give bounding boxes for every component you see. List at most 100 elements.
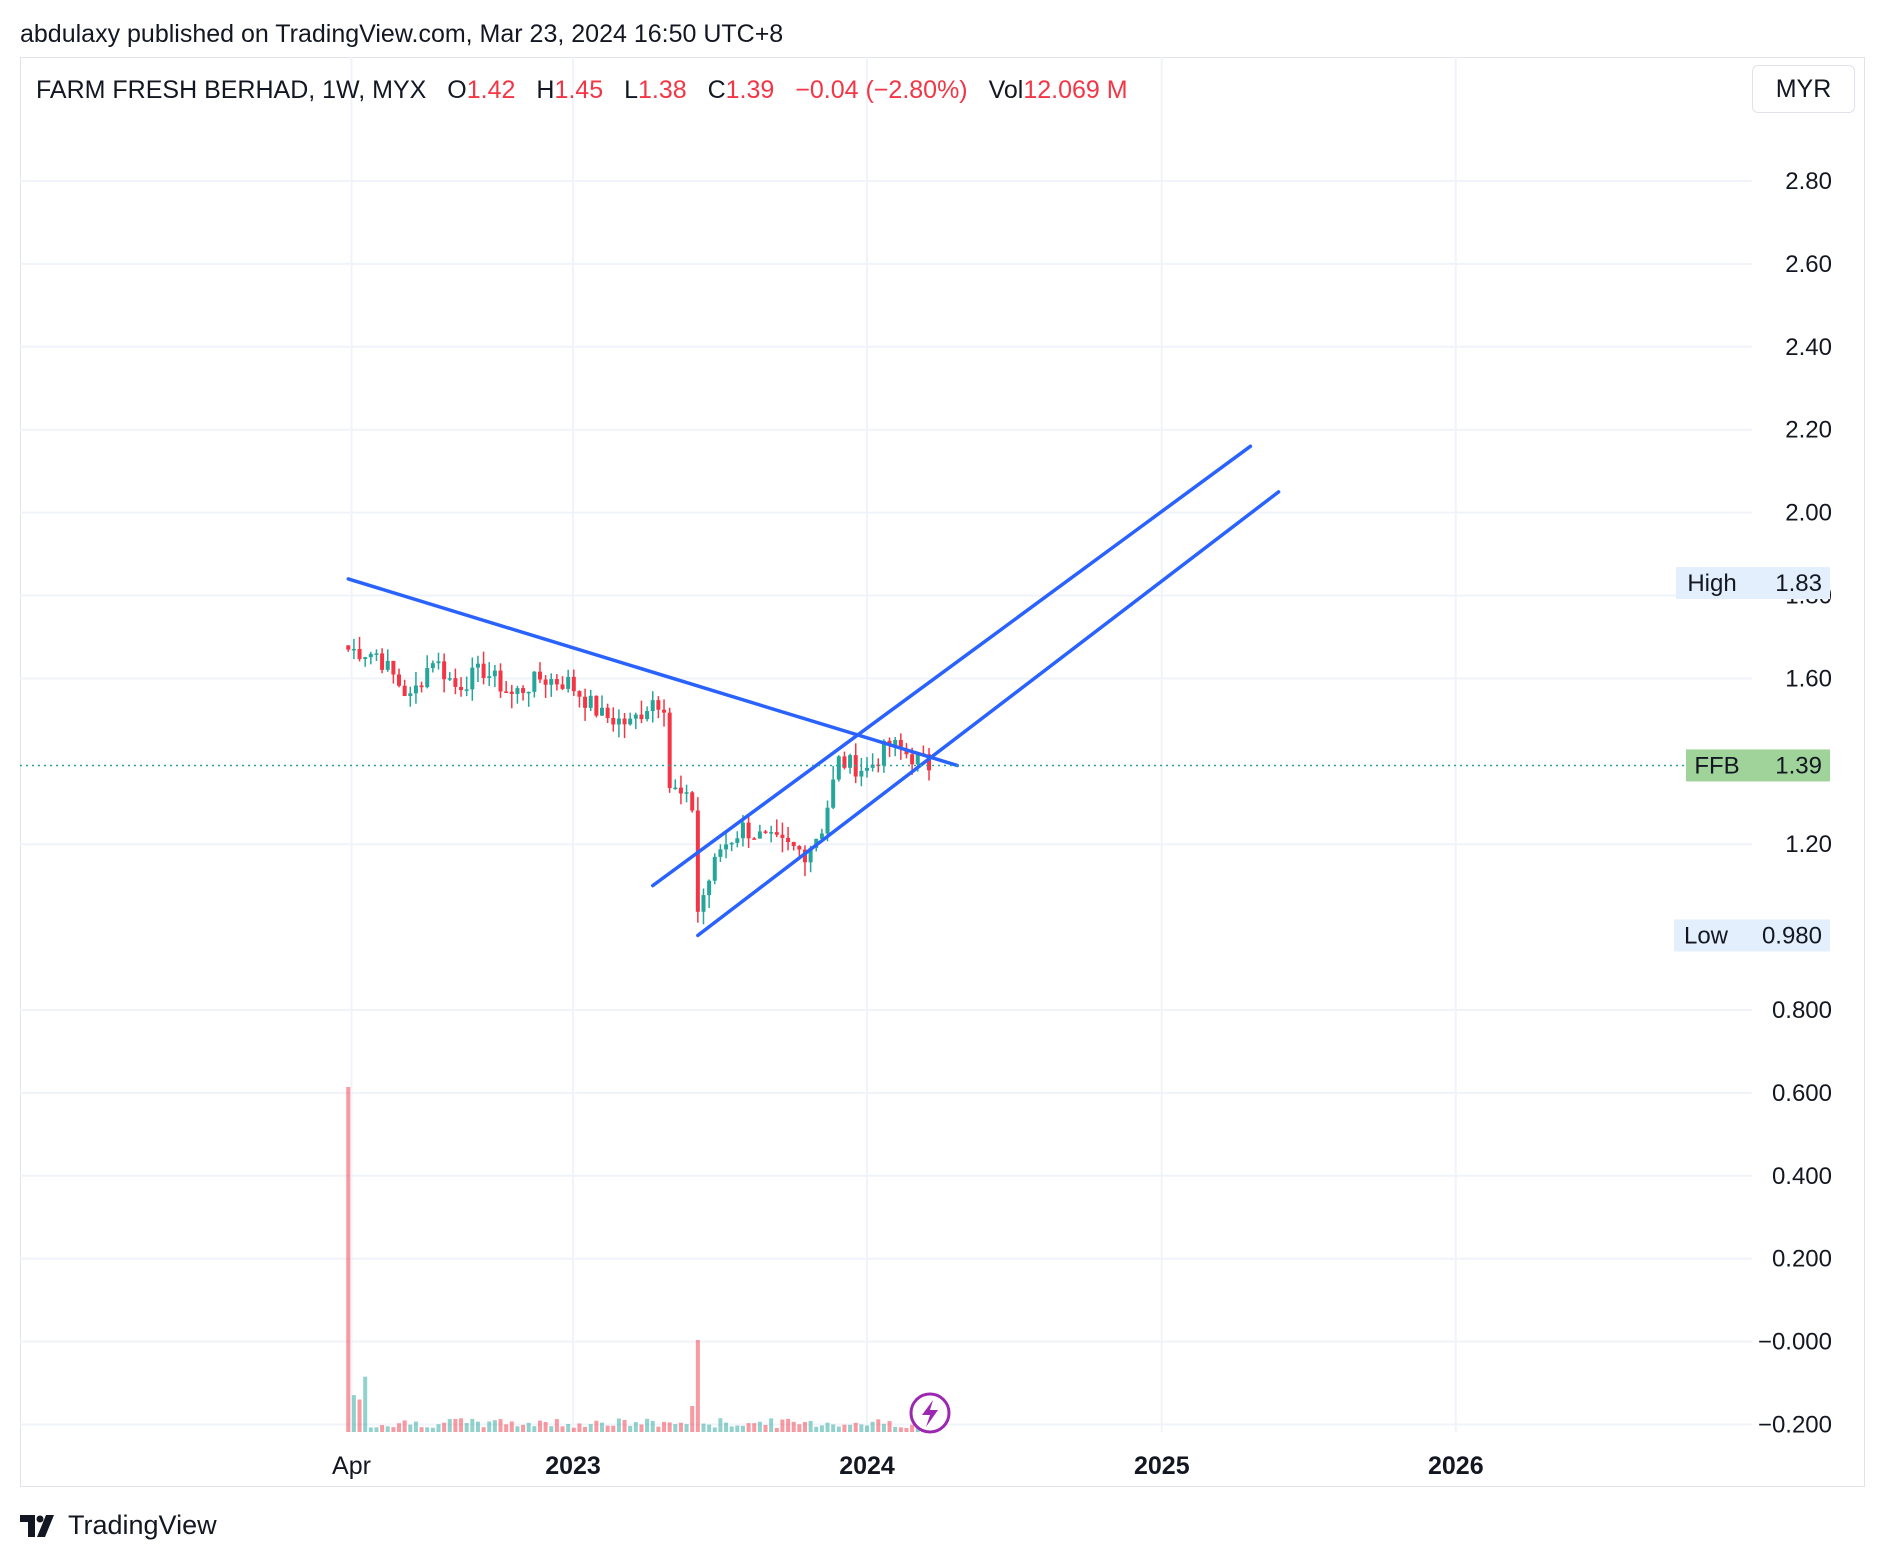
candle-body [599,707,604,716]
candle-body [927,754,932,771]
volume-bar [391,1427,396,1432]
candle-body [453,678,458,687]
volume-bar [521,1424,526,1432]
candle-body [769,832,774,834]
volume-bar [351,1395,356,1432]
price-tick-label: −0.000 [1758,1329,1832,1356]
candle-body [690,792,695,811]
volume-bar [667,1422,672,1432]
volume-bar [374,1427,379,1432]
currency-button[interactable]: MYR [1752,65,1855,113]
volume-bar [836,1426,841,1432]
candle-body [397,674,402,686]
candle-body [554,679,559,685]
volume-bar [904,1427,909,1432]
volume-bar [588,1424,593,1432]
price-tick-label: 0.400 [1772,1163,1832,1190]
candle-body [391,660,396,675]
volume-bar [786,1418,791,1432]
candle-body [481,663,486,678]
volume-bar [662,1421,667,1432]
time-tick-label: 2024 [839,1452,895,1480]
candle-body [645,711,650,720]
volume-bar [583,1426,588,1432]
price-tick-label: 1.60 [1785,665,1832,692]
candle-body [351,648,356,651]
volume-bar [526,1422,531,1432]
candle-body [549,679,554,685]
candle-body [363,657,368,660]
candle-body [712,856,717,881]
candle-body [780,834,785,838]
price-tick-label: 0.800 [1772,997,1832,1024]
candle-body [532,671,537,692]
price-tick-label: 2.60 [1785,251,1832,278]
volume-bar [509,1421,514,1432]
volume-bar [881,1423,886,1432]
candle-body [521,688,526,693]
candle-body [701,895,706,912]
volume-bar [464,1423,469,1432]
candle-body [684,792,689,794]
candle-body [678,787,683,794]
candle-body [656,700,661,710]
candle-body [639,714,644,720]
volume-bar [492,1420,497,1432]
volume-bar [571,1427,576,1432]
candle-body [611,717,616,725]
volume-bar [346,1087,351,1432]
volume-bar [611,1425,616,1432]
price-axis: 2.802.602.402.202.001.801.601.200.8000.6… [1758,168,1832,1439]
candle-body [695,810,700,912]
candle-body [430,663,435,669]
volume-bar [695,1340,700,1432]
volume-bar [650,1420,655,1432]
volume-bar [577,1423,582,1432]
last-price-badge: FFB 1.39 [1686,749,1830,782]
brand-name: TradingView [68,1510,217,1540]
volume-bar [752,1423,757,1432]
tradingview-logo[interactable]: TradingView [20,1510,217,1541]
volume-bar [774,1427,779,1432]
volume-bar [865,1425,869,1432]
trendline [696,490,1281,938]
volume-bar [481,1427,486,1432]
candle-body [667,712,672,788]
candle-body [402,685,407,696]
time-axis: Apr 2023 2024 2025 2026 [332,1452,1484,1480]
flash-icon[interactable] [909,1392,951,1434]
volume-bar [780,1419,785,1432]
volume-bar [594,1420,599,1432]
symbol-legend: FARM FRESH BERHAD, 1W, MYX O1.42 H1.45 L… [36,76,1128,105]
volume-bar [808,1420,813,1432]
volume-bar [645,1418,650,1432]
price-tick-label: 0.600 [1772,1080,1832,1107]
volume-bar [819,1425,824,1432]
candle-body [910,754,915,765]
candle-body [436,661,441,664]
low-badge-label-bg [1674,919,1738,952]
price-badges: High 1.83 Low 0.980 FFB 1.39 [1674,567,1830,952]
close-value: 1.39 [725,76,775,104]
candle-body [560,684,565,689]
candle-body [870,764,875,768]
candle-body [419,685,424,688]
candle-body [447,678,452,680]
volume-bar [910,1424,915,1432]
candle-body [492,670,497,677]
volume-bar [814,1426,819,1432]
candle-body [357,648,362,660]
high-badge-label: High [1687,570,1736,597]
volume-bar [763,1424,768,1432]
candle-body [442,661,447,680]
volume-bar [616,1418,621,1432]
trendline [346,577,959,768]
candle-body [802,849,807,863]
volume-bar [740,1425,745,1432]
candle-body [836,756,841,780]
volume-bar [870,1421,875,1432]
price-tick-label: −0.200 [1758,1412,1832,1439]
volume-bar [802,1422,807,1432]
volume-bar [470,1418,475,1432]
